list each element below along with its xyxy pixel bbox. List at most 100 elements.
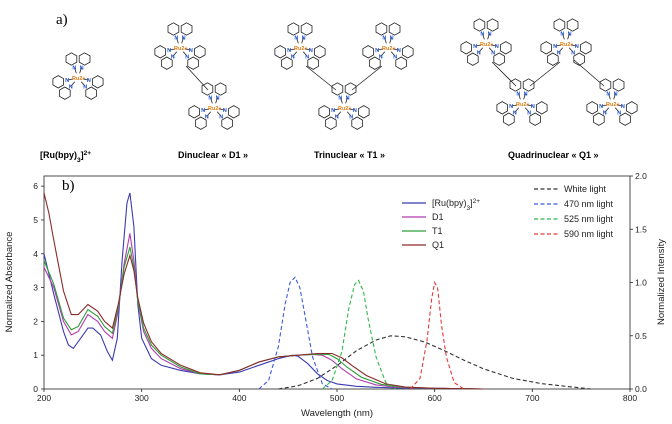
metal-center (73, 73, 83, 83)
nitrogen-atom: N (349, 114, 353, 120)
nitrogen-atom: N (488, 32, 492, 38)
y-axis-ticks: 0 1 2 3 4 5 6 (33, 181, 44, 394)
pyridine-ring (626, 101, 638, 115)
pyridine-ring (59, 86, 71, 100)
pyridine-ring (573, 52, 585, 66)
bridging-bond (573, 59, 605, 87)
ruthenium-atom: Ru2+ (72, 76, 86, 82)
pyridine-ring (214, 82, 227, 96)
pyridine-ring (612, 78, 625, 92)
y2-axis-ticks: 0.0 0.5 1.0 1.5 2.0 (630, 171, 647, 394)
legend-label: 590 nm light (564, 229, 614, 239)
pyridine-ring (362, 45, 375, 59)
pyridine-ring (540, 41, 552, 55)
nitrogen-atom: N (216, 96, 220, 102)
x-tick-label: 300 (135, 393, 149, 403)
nitrogen-atom: N (338, 96, 342, 102)
ruthenium-atom: Ru2+ (208, 106, 222, 112)
nitrogen-atom: N (83, 84, 87, 90)
pyridine-ring (274, 45, 287, 59)
pyridine-ring (486, 18, 499, 32)
ruthenium-atom: Ru2+ (560, 42, 574, 48)
ruthenium-atom: Ru2+ (480, 42, 494, 48)
series-line (321, 279, 396, 390)
nitrogen-atom: N (294, 36, 298, 42)
pyridine-ring (593, 112, 605, 126)
pyridine-ring (85, 86, 97, 100)
series-line (278, 335, 591, 390)
nitrogen-atom: N (516, 92, 520, 98)
nitrogen-atom: N (379, 54, 383, 60)
legend-label: [Ru(bpy)3]2+ (432, 198, 480, 212)
nitrogen-atom: N (353, 108, 357, 114)
nitrogen-atom: N (167, 48, 171, 54)
legend-label: White light (564, 184, 607, 194)
y-tick-label: 4 (33, 249, 38, 259)
nitrogen-atom: N (397, 48, 401, 54)
nitrogen-atom: N (72, 66, 76, 72)
series-line (43, 233, 484, 390)
legend-label: 525 nm light (564, 214, 614, 224)
pyridine-ring (221, 116, 233, 130)
pyridine-ring (287, 22, 300, 36)
metal-center (383, 43, 393, 53)
pyridine-ring (619, 112, 631, 126)
y2-axis-label: Normalized Intensity (656, 239, 667, 325)
pyridine-ring (52, 75, 64, 89)
pyridine-ring (499, 41, 512, 55)
nitrogen-atom: N (606, 92, 610, 98)
pyridine-ring (586, 101, 598, 115)
pyridine-ring (388, 22, 401, 36)
metal-center (481, 39, 491, 49)
nitrogen-atom: N (185, 54, 189, 60)
metal-center (209, 103, 219, 113)
pyridine-ring (503, 112, 515, 126)
pyridine-ring (167, 22, 180, 36)
pyridine-ring (401, 45, 414, 59)
legend-light: White light 470 nm light 525 nm light 590 n… (534, 184, 614, 239)
nitrogen-atom: N (335, 114, 339, 120)
nitrogen-atom: N (477, 50, 481, 56)
nitrogen-atom: N (305, 54, 309, 60)
y-tick-label: 6 (33, 181, 38, 191)
caption-d1: Dinuclear « D1 » (178, 150, 248, 160)
pyridine-ring (509, 78, 522, 92)
ruthenium-atom: Ru2+ (606, 102, 620, 108)
legend-label: T1 (432, 226, 443, 236)
nitrogen-atom: N (65, 78, 69, 84)
metal-center (607, 99, 617, 109)
y2-tick-label: 0.5 (635, 331, 647, 341)
bridging-bond (305, 65, 337, 91)
metal-center (561, 39, 571, 49)
nitrogen-atom: N (473, 44, 477, 50)
nitrogen-atom: N (331, 108, 335, 114)
pyridine-ring (161, 56, 173, 70)
x-tick-label: 200 (37, 393, 51, 403)
nitrogen-atom: N (575, 44, 579, 50)
nitrogen-atom: N (390, 36, 394, 42)
panel-a-label: a) (56, 12, 68, 28)
nitrogen-atom: N (219, 114, 223, 120)
pyridine-ring (395, 56, 407, 70)
pyridine-ring (580, 41, 592, 55)
nitrogen-atom: N (524, 92, 528, 98)
nitrogen-atom: N (617, 110, 621, 116)
nitrogen-atom: N (346, 96, 350, 102)
pyridine-ring (344, 82, 357, 96)
pyridine-ring (566, 18, 579, 32)
nitrogen-atom: N (621, 104, 625, 110)
series-lines (43, 192, 591, 390)
series-line (43, 246, 484, 390)
pyridine-ring (493, 52, 505, 66)
nitrogen-atom: N (182, 36, 186, 42)
pyridine-ring (496, 101, 509, 115)
nitrogen-atom: N (603, 110, 607, 116)
pyridine-ring (193, 45, 206, 59)
nitrogen-atom: N (171, 54, 175, 60)
pyridine-ring (357, 105, 370, 119)
nitrogen-atom: N (302, 36, 306, 42)
pyridine-ring (281, 56, 293, 70)
y-tick-label: 1 (33, 350, 38, 360)
